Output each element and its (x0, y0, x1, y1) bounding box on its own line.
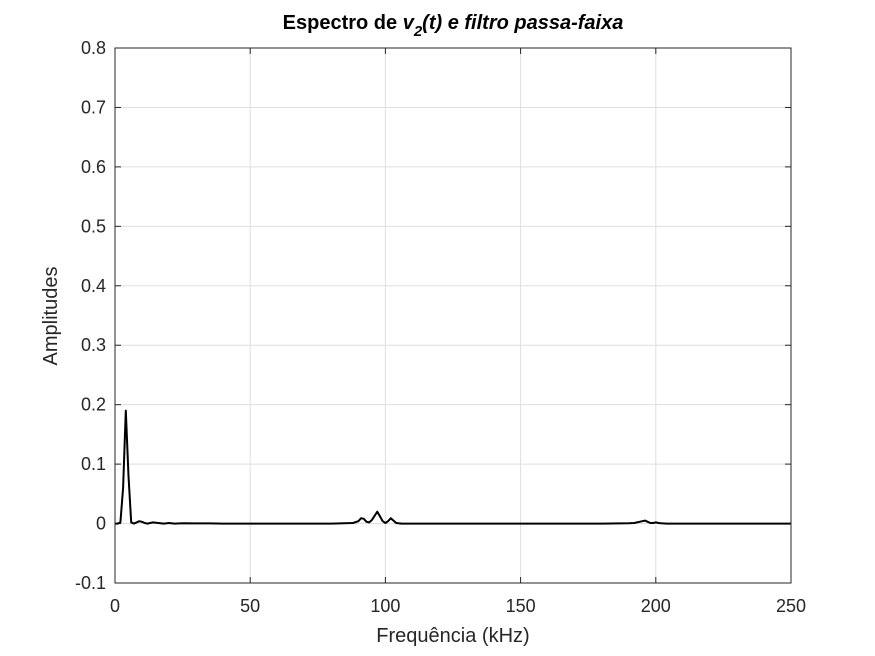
x-axis-label: Frequência (kHz) (376, 625, 529, 647)
x-tick-label: 50 (240, 596, 260, 616)
y-tick-label: 0.5 (81, 216, 106, 236)
x-tick-label: 150 (506, 596, 536, 616)
y-tick-label: 0.1 (81, 454, 106, 474)
plot-frame (114, 47, 792, 584)
x-tick-labels: 0 50 100 150 200 250 (110, 596, 806, 616)
y-tick-label: 0.7 (81, 97, 106, 117)
x-tick-label: 0 (110, 596, 120, 616)
y-tick-label: 0.2 (81, 395, 106, 415)
y-tick-labels: -0.1 0 0.1 0.2 0.3 0.4 0.5 0.6 0.7 0.8 (75, 38, 106, 593)
spectrum-line (115, 409, 791, 525)
x-tick-label: 100 (370, 596, 400, 616)
y-tick-label: 0 (96, 514, 106, 534)
title-variable: v (403, 12, 416, 34)
x-tick-label: 250 (776, 596, 806, 616)
y-axis-label: Amplitudes (40, 267, 62, 366)
chart-title: Espectro de v2(t) e filtro passa-faixa (283, 12, 624, 40)
title-prefix: Espectro de (283, 12, 403, 34)
title-suffix: (t) e filtro passa-faixa (422, 12, 623, 34)
x-tick-label: 200 (641, 596, 671, 616)
y-tick-label: 0.3 (81, 335, 106, 355)
y-tick-label: 0.6 (81, 157, 106, 177)
y-tick-label: -0.1 (75, 573, 106, 593)
plot-area (115, 48, 791, 583)
y-tick-label: 0.4 (81, 276, 106, 296)
series-layer (115, 409, 791, 525)
title-subscript: 2 (413, 23, 423, 40)
y-tick-label: 0.8 (81, 38, 106, 58)
